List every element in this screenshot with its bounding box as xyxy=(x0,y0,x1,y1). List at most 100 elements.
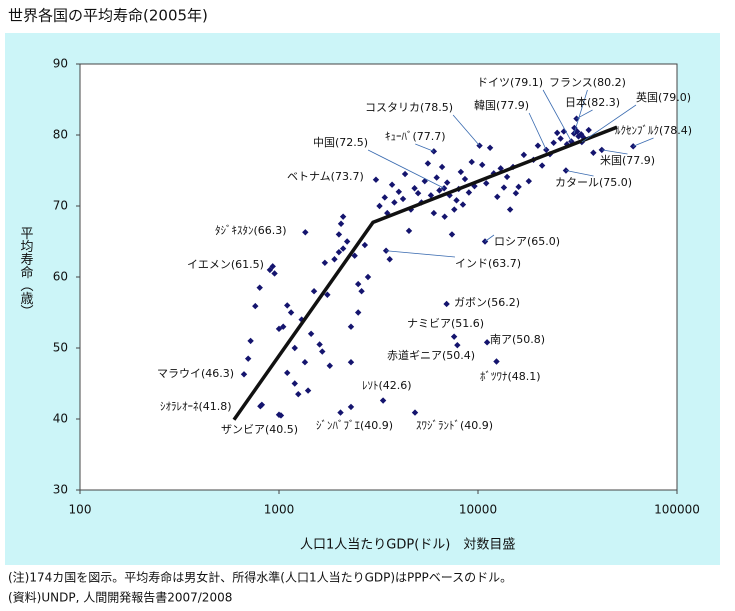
trend-line xyxy=(232,125,618,421)
note: (注)174カ国を図示。平均寿命は男女計、所得水準(人口1人当たりGDP)はPP… xyxy=(8,570,512,585)
point xyxy=(451,206,458,213)
point xyxy=(497,165,504,172)
point xyxy=(256,284,263,291)
point xyxy=(553,129,561,137)
point xyxy=(354,309,362,316)
note: (資料)UNDP, 人間開発報告書2007/2008 xyxy=(8,591,232,605)
x-axis-label: 人口1人当たりGDP(ドル) 対数目盛 xyxy=(300,538,515,553)
point xyxy=(376,202,383,210)
point xyxy=(448,231,456,238)
point xyxy=(430,209,438,217)
y-tick-label: 30 xyxy=(53,483,68,497)
point xyxy=(304,387,312,394)
point xyxy=(295,390,302,398)
y-tick-label: 50 xyxy=(53,341,68,355)
annotation: ｷｭｰﾊﾞ(77.7) xyxy=(385,130,446,143)
point xyxy=(443,300,450,308)
annotation: 英国(79.0) xyxy=(636,90,691,104)
leader-line xyxy=(484,234,495,242)
annotation: 赤道ギニア(50.4) xyxy=(387,348,475,362)
point xyxy=(372,176,380,183)
point xyxy=(247,337,254,345)
annotation: イエメン(61.5) xyxy=(187,258,264,271)
leader-line xyxy=(565,170,594,177)
point xyxy=(284,302,291,309)
annotation: ベトナム(73.7) xyxy=(287,170,364,183)
point xyxy=(411,185,418,192)
x-tick-label: 1000 xyxy=(264,503,295,517)
point xyxy=(534,142,542,149)
point xyxy=(506,206,514,213)
point xyxy=(486,144,494,151)
annotation: 米国(77.9) xyxy=(600,154,655,167)
point xyxy=(291,344,298,352)
point xyxy=(302,229,309,236)
point xyxy=(493,358,500,365)
annotation: マラウイ(46.3) xyxy=(157,367,234,380)
point xyxy=(585,126,592,134)
point xyxy=(590,149,597,156)
point xyxy=(335,248,343,256)
point xyxy=(271,270,278,277)
point xyxy=(525,177,532,185)
point xyxy=(443,179,451,186)
point xyxy=(436,187,443,194)
point xyxy=(324,291,331,298)
x-tick-label: 100 xyxy=(69,503,92,517)
point xyxy=(457,168,465,176)
point xyxy=(512,190,520,197)
point xyxy=(301,359,309,366)
point xyxy=(515,183,522,191)
point xyxy=(354,280,362,288)
point xyxy=(571,124,578,132)
leader-line xyxy=(386,250,456,258)
point xyxy=(347,403,355,411)
leader-line xyxy=(367,149,445,189)
point xyxy=(494,193,501,200)
annotation: ガボン(56.2) xyxy=(454,296,520,309)
point xyxy=(391,199,398,206)
point xyxy=(424,160,432,167)
leader-line xyxy=(573,89,588,134)
point xyxy=(386,256,393,263)
annotation: インド(63.7) xyxy=(455,257,521,270)
point xyxy=(479,161,486,169)
point xyxy=(335,231,343,238)
annotation: カタール(75.0) xyxy=(555,176,632,189)
point xyxy=(563,141,571,148)
leader-line xyxy=(415,143,434,152)
point xyxy=(575,133,582,140)
annotation: 中国(72.5) xyxy=(313,136,368,149)
point xyxy=(453,197,460,204)
y-tick-label: 80 xyxy=(53,128,68,142)
annotation: ナミビア(51.6) xyxy=(407,317,484,330)
point xyxy=(550,139,557,147)
point xyxy=(399,195,407,203)
point xyxy=(538,162,546,169)
point xyxy=(280,323,287,330)
point xyxy=(275,411,283,418)
leader-line xyxy=(633,137,654,147)
point xyxy=(379,397,387,404)
point xyxy=(388,181,396,188)
point xyxy=(319,348,326,355)
leader-line xyxy=(542,89,572,142)
point xyxy=(351,252,358,259)
annotation: ﾎﾞﾂﾜﾅ(48.1) xyxy=(480,370,541,383)
point xyxy=(381,194,388,201)
point xyxy=(438,163,446,171)
annotation: ﾀｼﾞｷｽﾀﾝ(66.3) xyxy=(215,224,287,237)
point xyxy=(461,175,469,183)
point xyxy=(450,333,458,340)
leader-line xyxy=(601,149,628,155)
y-axis-label: 平均寿命（歳） xyxy=(18,227,34,318)
point xyxy=(347,359,355,366)
point xyxy=(364,273,372,281)
point xyxy=(307,330,315,337)
y-tick-label: 60 xyxy=(53,270,68,284)
leader-line xyxy=(576,109,593,120)
annotation: ﾚｿﾄ(42.6) xyxy=(362,379,412,392)
point xyxy=(347,323,355,330)
point xyxy=(258,401,266,408)
point xyxy=(310,288,318,295)
